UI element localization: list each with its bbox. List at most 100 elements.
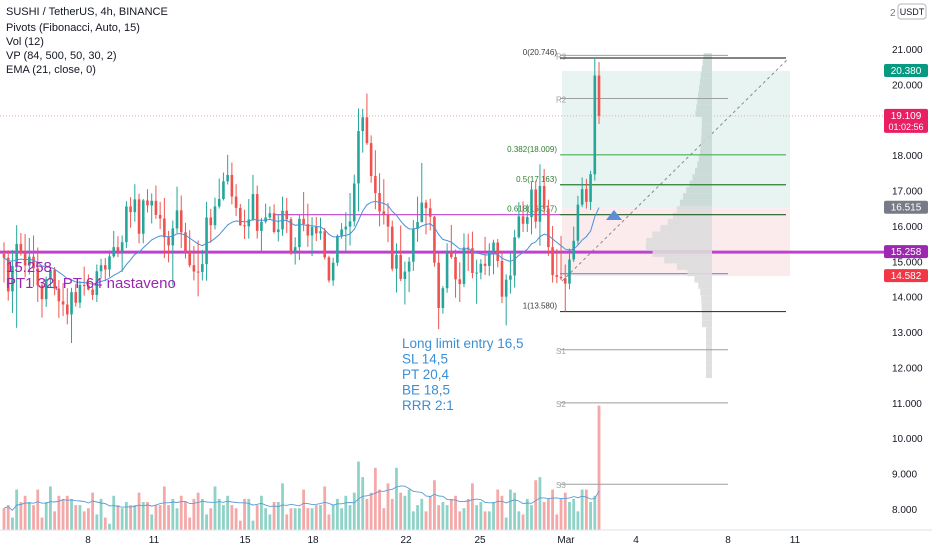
candle[interactable] [268, 213, 272, 218]
candle[interactable] [277, 229, 280, 232]
candle[interactable] [525, 217, 529, 224]
candle[interactable] [217, 199, 221, 207]
candle[interactable] [32, 256, 35, 269]
candle[interactable] [496, 242, 500, 261]
candle[interactable] [593, 75, 597, 175]
candle[interactable] [580, 189, 584, 205]
candle[interactable] [534, 189, 538, 222]
candle[interactable] [260, 221, 263, 231]
candle[interactable] [44, 279, 48, 300]
candle[interactable] [399, 254, 402, 279]
candle[interactable] [302, 218, 305, 225]
candle[interactable] [163, 218, 166, 238]
candle[interactable] [521, 216, 525, 224]
candle[interactable] [251, 194, 255, 220]
candle[interactable] [331, 262, 335, 281]
candle[interactable] [28, 256, 31, 266]
candle[interactable] [428, 208, 432, 217]
candle[interactable] [167, 237, 170, 246]
candle[interactable] [234, 196, 238, 208]
candle[interactable] [483, 263, 487, 266]
candle[interactable] [479, 263, 483, 273]
candle[interactable] [53, 269, 56, 289]
candle[interactable] [125, 206, 128, 243]
candle[interactable] [116, 247, 120, 252]
candle[interactable] [243, 225, 246, 227]
candle[interactable] [171, 228, 175, 246]
candle[interactable] [61, 301, 65, 305]
candle[interactable] [99, 265, 103, 272]
candle[interactable] [6, 257, 10, 292]
candle[interactable] [36, 268, 40, 286]
candle[interactable] [11, 265, 14, 292]
candle[interactable] [112, 247, 116, 257]
candle[interactable] [424, 202, 428, 209]
candle[interactable] [492, 242, 495, 253]
indicator-vp[interactable]: VP (84, 500, 50, 30, 2) [6, 50, 116, 62]
candle[interactable] [513, 237, 516, 276]
candle[interactable] [559, 276, 563, 279]
profit-zone[interactable] [562, 70, 790, 209]
candle[interactable] [40, 285, 44, 300]
candle[interactable] [141, 200, 145, 234]
candle[interactable] [255, 194, 259, 231]
candle[interactable] [551, 247, 554, 276]
candle[interactable] [352, 183, 356, 222]
candle[interactable] [91, 289, 94, 295]
candle[interactable] [222, 181, 225, 200]
candle[interactable] [289, 219, 293, 252]
candle[interactable] [466, 247, 470, 249]
candle[interactable] [407, 261, 411, 272]
candle[interactable] [192, 265, 196, 272]
candle[interactable] [597, 75, 601, 116]
candle[interactable] [154, 200, 158, 215]
candle[interactable] [239, 207, 242, 226]
candle[interactable] [201, 264, 204, 272]
candle[interactable] [158, 214, 162, 219]
candle[interactable] [150, 200, 153, 206]
candle[interactable] [441, 288, 445, 309]
candle[interactable] [450, 252, 453, 258]
candle[interactable] [563, 278, 567, 284]
candle[interactable] [306, 224, 310, 236]
candle[interactable] [454, 257, 457, 280]
candle[interactable] [108, 256, 111, 270]
candle[interactable] [213, 206, 217, 226]
candle[interactable] [70, 292, 73, 315]
candle[interactable] [555, 275, 559, 277]
trade-note-line[interactable]: RRR 2:1 [402, 398, 454, 413]
candle[interactable] [336, 235, 339, 263]
candle[interactable] [395, 254, 398, 269]
candle[interactable] [327, 257, 331, 281]
candle[interactable] [348, 221, 352, 227]
candle[interactable] [49, 269, 52, 280]
candle[interactable] [437, 262, 440, 309]
indicator-ema[interactable]: EMA (21, close, 0) [6, 64, 96, 76]
currency-label[interactable]: USDT [900, 7, 925, 17]
candle[interactable] [298, 218, 301, 248]
candle[interactable] [66, 304, 69, 315]
candle[interactable] [462, 247, 466, 284]
candle[interactable] [196, 271, 200, 273]
purple-note-line[interactable]: 15.258 [6, 259, 52, 276]
candle[interactable] [530, 189, 533, 218]
candle[interactable] [500, 260, 504, 297]
candle[interactable] [568, 259, 571, 284]
trade-note-line[interactable]: PT 20,4 [402, 367, 450, 382]
candle[interactable] [445, 252, 449, 289]
candle[interactable] [542, 185, 546, 209]
indicator-pivots[interactable]: Pivots (Fibonacci, Auto, 15) [6, 22, 140, 34]
candle[interactable] [369, 143, 373, 177]
candle[interactable] [412, 228, 415, 262]
candle[interactable] [509, 275, 512, 280]
candle[interactable] [319, 231, 322, 234]
candle[interactable] [146, 200, 149, 206]
candle[interactable] [572, 240, 575, 260]
candle[interactable] [365, 117, 369, 144]
candle[interactable] [361, 117, 364, 132]
candle[interactable] [74, 292, 78, 303]
candle[interactable] [175, 210, 179, 229]
candle[interactable] [416, 222, 419, 229]
candle[interactable] [205, 217, 208, 265]
